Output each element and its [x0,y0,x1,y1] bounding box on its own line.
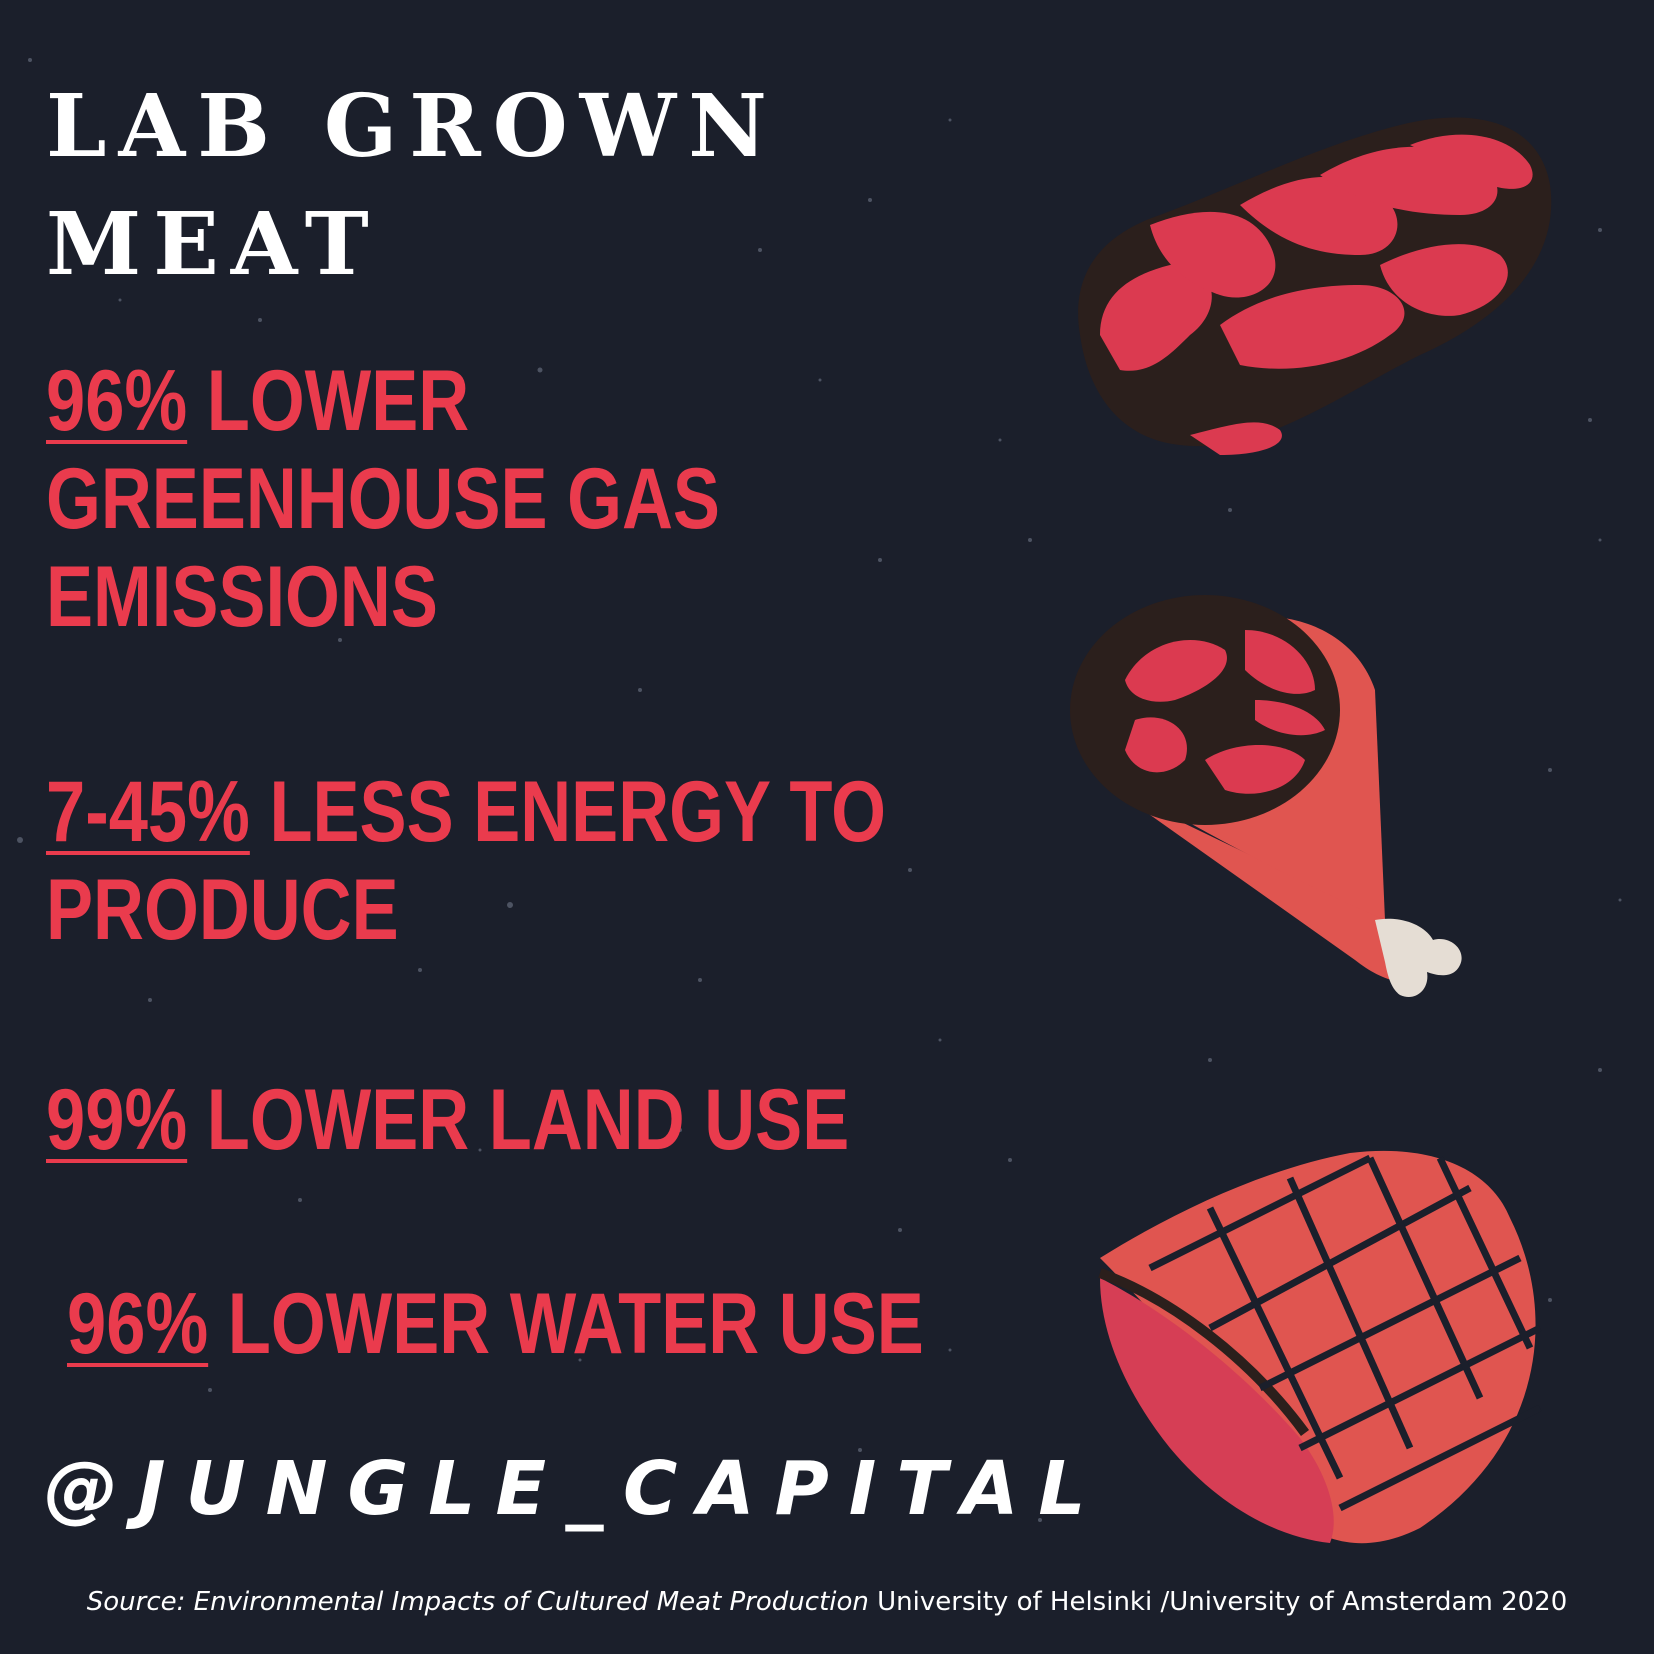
stat-greenhouse-gas: 96% LOWER GREENHOUSE GAS EMISSIONS [46,352,720,646]
title-line-2: MEAT [46,194,381,295]
stat-land-use: 99% LOWER LAND USE [46,1071,849,1169]
stat-text: GREENHOUSE GAS [46,451,720,547]
stat-text: EMISSIONS [46,549,438,645]
social-handle: @JUNGLE_CAPITAL [44,1446,1106,1532]
stat-text: PRODUCE [46,862,399,958]
steak-icon [1078,117,1552,455]
source-rest: University of Helsinki /University of Am… [868,1587,1568,1617]
stat-text: LOWER WATER USE [208,1276,924,1372]
page-title: LAB GROWN MEAT [46,68,779,304]
ham-leg-icon [1070,595,1462,998]
stat-text: LOWER LAND USE [187,1072,850,1168]
title-line-1: LAB GROWN [46,76,779,177]
stat-water-use: 96% LOWER WATER USE [67,1275,924,1373]
source-citation: Source: Environmental Impacts of Culture… [0,1587,1654,1617]
stat-energy: 7-45% LESS ENERGY TO PRODUCE [46,763,886,959]
stat-percentage: 7-45% [46,764,250,860]
stat-text: LESS ENERGY TO [249,764,887,860]
stat-percentage: 96% [46,353,188,449]
stat-text: LOWER [187,353,470,449]
stat-percentage: 99% [46,1072,188,1168]
stat-percentage: 96% [67,1276,209,1372]
source-prefix: Source: [86,1587,194,1617]
source-title: Environmental Impacts of Cultured Meat P… [193,1587,869,1617]
grilled-steak-icon [1098,1150,1542,1544]
